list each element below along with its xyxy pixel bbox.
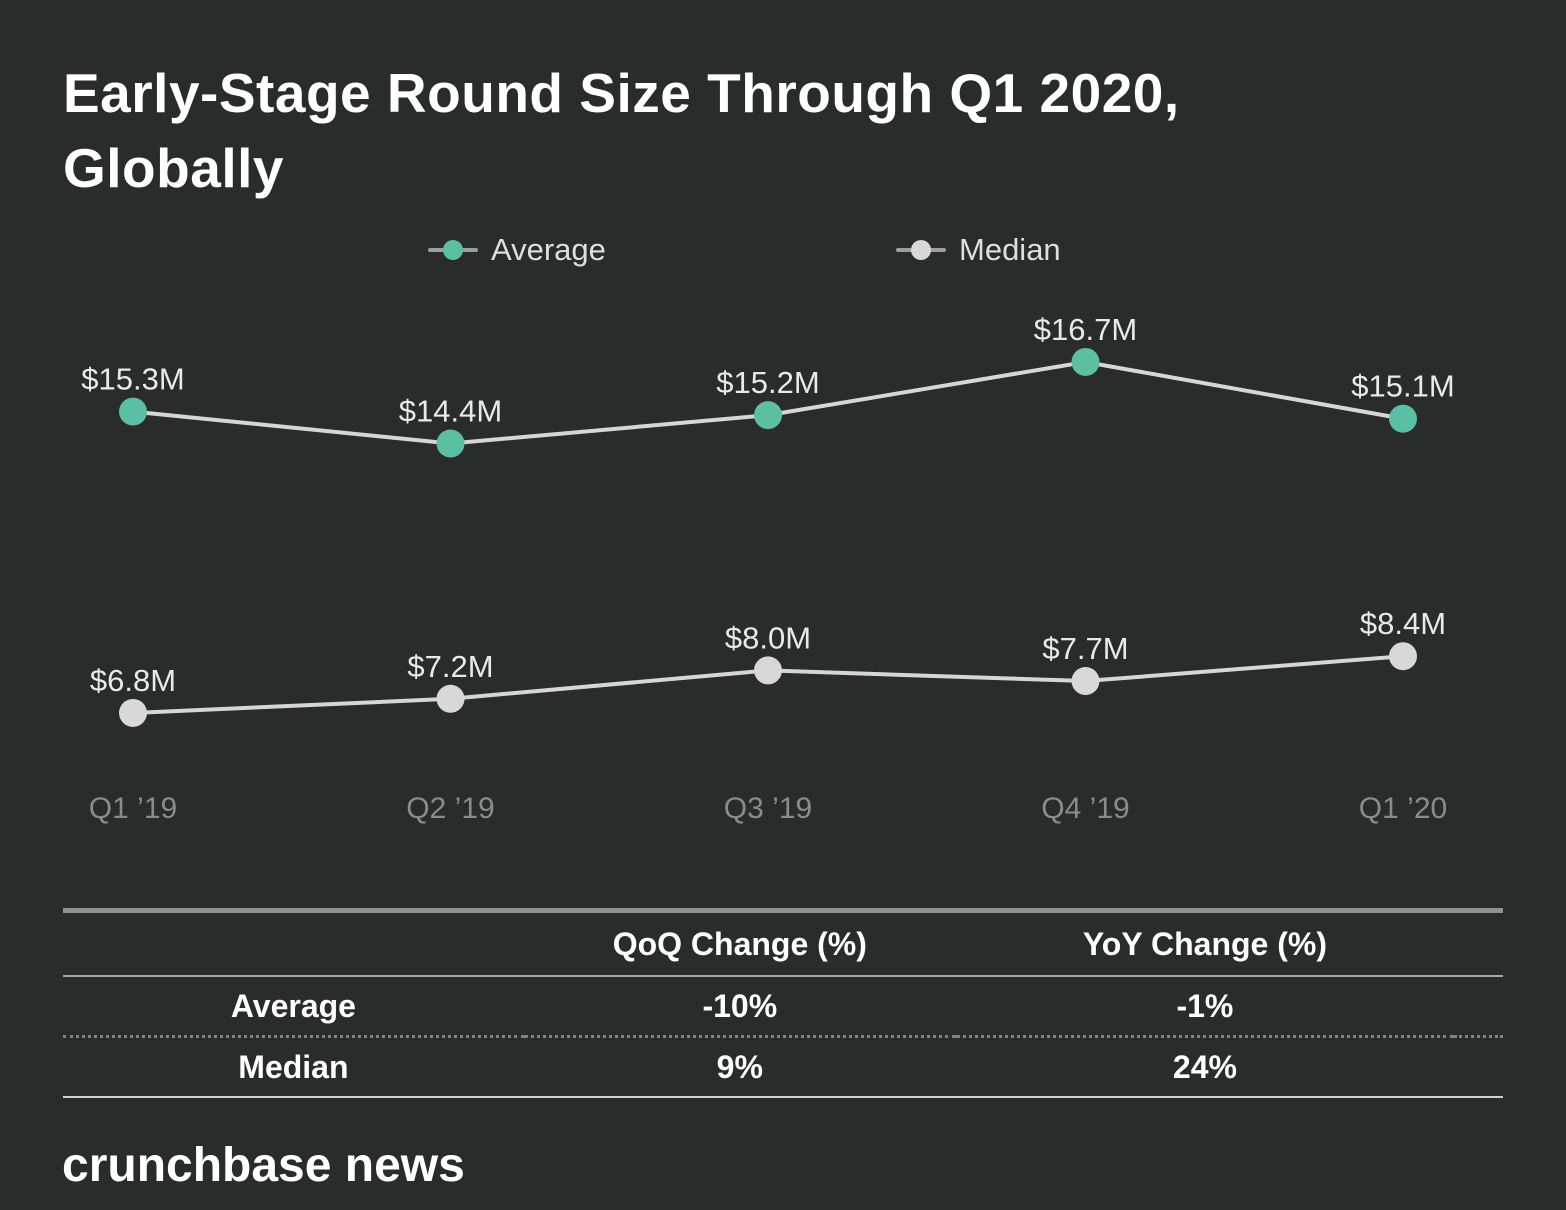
data-label-average-0: $15.3M (81, 362, 184, 397)
data-point-median-4 (1389, 642, 1417, 671)
change-table: QoQ Change (%) YoY Change (%) Average -1… (63, 908, 1503, 1098)
average-series-marker-icon (428, 231, 478, 269)
data-label-average-2: $15.2M (716, 365, 819, 400)
table-row-median: Median 9% 24% (63, 1036, 1503, 1098)
data-point-median-3 (1071, 667, 1100, 696)
table-row-average: Average -10% -1% (63, 976, 1503, 1038)
data-label-median-1: $7.2M (407, 649, 493, 684)
legend-item-average: Average (428, 231, 606, 269)
page-title-line2: Globally (63, 136, 284, 199)
data-label-median-0: $6.8M (90, 663, 176, 698)
x-axis-label-2: Q3 ’19 (724, 792, 812, 825)
data-point-median-1 (436, 684, 465, 713)
data-point-median-2 (754, 656, 782, 685)
x-axis-label-0: Q1 ’19 (89, 792, 177, 825)
legend-label-average: Average (491, 232, 606, 267)
row-label-average: Average (63, 976, 524, 1038)
data-label-average-4: $15.1M (1351, 369, 1454, 404)
average-yoy-value: -1% (955, 976, 1455, 1038)
page-title: Early-Stage Round Size Through Q1 2020, … (63, 56, 1180, 206)
median-series-marker-icon (896, 231, 946, 269)
data-label-median-4: $8.4M (1360, 606, 1446, 641)
x-axis-label-1: Q2 ’19 (406, 792, 494, 825)
median-qoq-value: 9% (523, 1036, 956, 1098)
legend-item-median: Median (896, 231, 1061, 269)
average-qoq-value: -10% (523, 976, 956, 1038)
table-header-row: QoQ Change (%) YoY Change (%) (63, 908, 1503, 977)
data-point-average-3 (1071, 347, 1100, 376)
data-point-average-0 (119, 397, 147, 426)
legend-label-median: Median (959, 232, 1061, 267)
data-point-average-4 (1389, 404, 1417, 433)
data-label-median-3: $7.7M (1042, 631, 1128, 666)
x-axis-label-3: Q4 ’19 (1041, 792, 1129, 825)
data-label-average-3: $16.7M (1034, 312, 1137, 347)
page-title-line1: Early-Stage Round Size Through Q1 2020, (63, 62, 1180, 124)
data-label-average-1: $14.4M (399, 394, 502, 429)
row-label-median: Median (63, 1036, 524, 1098)
x-axis-label-4: Q1 ’20 (1359, 792, 1447, 825)
data-point-average-2 (754, 401, 782, 430)
median-yoy-value: 24% (955, 1036, 1455, 1098)
crunchbase-news-logo: crunchbase news (62, 1139, 465, 1192)
data-label-median-2: $8.0M (725, 620, 811, 655)
table-header-series (63, 908, 524, 977)
data-point-median-0 (119, 698, 147, 727)
table-header-yoy: YoY Change (%) (955, 908, 1455, 977)
data-point-average-1 (436, 429, 465, 458)
table-header-qoq: QoQ Change (%) (523, 908, 956, 977)
